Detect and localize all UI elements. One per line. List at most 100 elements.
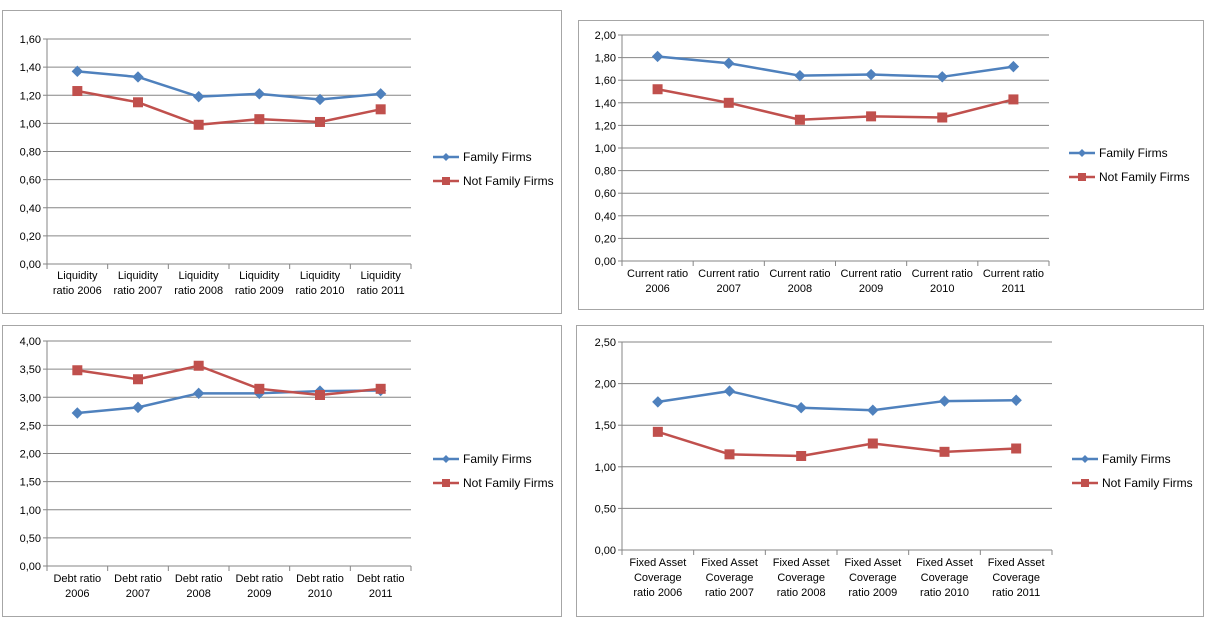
not-family-firms-line	[77, 89, 381, 127]
family-firms-point	[652, 396, 664, 408]
legend-family-firms-label: Family Firms	[463, 452, 532, 466]
not-family-firms-point	[652, 84, 663, 95]
y-tick-label: 1,00	[595, 143, 616, 155]
family-firms-point	[253, 88, 266, 100]
x-tick-label: Fixed Asset Coverage ratio 2010	[916, 557, 973, 599]
legend-not-family-firms-label: Not Family Firms	[1099, 170, 1190, 184]
x-tick-label: Liquidity ratio 2007	[114, 270, 163, 297]
x-tick-label: Liquidity ratio 2006	[53, 270, 102, 297]
x-tick-label: Debt ratio 2010	[296, 573, 344, 600]
family-firms-point	[651, 50, 664, 63]
x-tick-label: Fixed Asset Coverage ratio 2009	[844, 557, 901, 599]
not-family-firms-point	[939, 446, 950, 457]
y-tick-label: 1,20	[20, 90, 41, 102]
y-tick-label: 3,50	[20, 364, 41, 376]
legend-family-firms-marker	[442, 153, 450, 161]
liquidity-ratio-chart: 0,00 0,20 0,40 0,60 0,80 1,00 1,20 1,40 1,60 Liqu…	[2, 10, 562, 314]
legend-not-family-firms-marker	[1078, 173, 1086, 181]
x-tick-label: Current ratio 2007	[698, 268, 759, 295]
x-tick-label: Fixed Asset Coverage ratio 2011	[988, 557, 1045, 599]
debt-ratio-chart-svg: 0,00 0,50 1,00 1,50 2,00 2,50 3,00 3,50 4,00 Debt…	[20, 336, 554, 600]
y-tick-label: 1,60	[595, 75, 616, 87]
current-ratio-chart-svg: 0,00 0,20 0,40 0,60 0,80 1,00 1,20 1,40 1,60 1,80…	[595, 30, 1190, 295]
y-tick-label: 1,50	[20, 477, 41, 489]
not-family-firms-point	[375, 383, 386, 394]
y-tick-label: 1,60	[20, 34, 41, 46]
not-family-firms-point	[1008, 94, 1019, 105]
family-firms-point	[314, 93, 326, 106]
not-family-firms-point	[375, 104, 386, 115]
fixed-asset-coverage-chart: 0,00 0,50 1,00 1,50 2,00 2,50 Fixed Asset Cover…	[576, 325, 1204, 617]
y-tick-label: 0,00	[595, 256, 616, 268]
y-tick-label: 2,50	[595, 337, 616, 349]
not-family-firms-line	[77, 364, 381, 397]
not-family-firms-point	[723, 97, 734, 108]
not-family-firms-point	[254, 383, 265, 394]
y-tick-label: 2,00	[20, 449, 41, 461]
legend-not-family-firms-label: Not Family Firms	[463, 476, 554, 490]
not-family-firms-line	[657, 430, 1017, 458]
y-tick-label: 1,50	[595, 420, 616, 432]
x-tick-label: Fixed Asset Coverage ratio 2007	[701, 557, 758, 599]
not-family-firms-point	[866, 111, 877, 122]
family-firms-line	[77, 70, 381, 101]
y-tick-label: 0,50	[595, 503, 616, 515]
x-tick-label: Debt ratio 2007	[114, 573, 162, 600]
x-tick-label: Debt ratio 2011	[357, 573, 405, 600]
legend-family-firms-label: Family Firms	[463, 150, 532, 164]
not-family-firms-point	[652, 426, 663, 437]
legend-not-family-firms-marker	[442, 479, 450, 487]
not-family-firms-point	[937, 112, 948, 123]
family-firms-point	[132, 401, 144, 414]
family-firms-point	[374, 88, 387, 100]
current-ratio-chart: 0,00 0,20 0,40 0,60 0,80 1,00 1,20 1,40 1,60 1,80…	[578, 20, 1204, 310]
y-tick-label: 2,00	[595, 379, 616, 391]
y-tick-label: 0,00	[20, 259, 41, 271]
not-family-firms-point	[133, 97, 143, 108]
y-tick-label: 0,60	[20, 175, 41, 187]
y-tick-label: 1,20	[595, 120, 616, 132]
legend-family-firms-marker	[1078, 149, 1086, 157]
not-family-firms-point	[794, 114, 805, 125]
y-tick-label: 1,00	[20, 118, 41, 130]
x-tick-label: Liquidity ratio 2008	[174, 270, 223, 297]
family-firms-line	[77, 389, 381, 415]
y-tick-label: 4,00	[20, 336, 41, 348]
fixed-asset-coverage-chart-svg: 0,00 0,50 1,00 1,50 2,00 2,50 Fixed Asset Cover…	[595, 337, 1193, 599]
x-tick-label: Current ratio 2008	[769, 268, 830, 295]
family-firms-point	[1007, 60, 1020, 73]
y-tick-label: 1,80	[595, 53, 616, 65]
not-family-firms-point	[796, 450, 807, 461]
debt-ratio-chart: 0,00 0,50 1,00 1,50 2,00 2,50 3,00 3,50 4,00 Debt…	[2, 325, 562, 617]
family-firms-line	[657, 389, 1017, 412]
not-family-firms-point	[72, 365, 83, 376]
y-tick-label: 0,00	[595, 545, 616, 557]
family-firms-point	[867, 404, 879, 416]
x-tick-label: Liquidity ratio 2010	[296, 270, 345, 297]
not-family-firms-point	[867, 438, 878, 449]
y-tick-label: 0,40	[595, 211, 616, 223]
x-tick-label: Fixed Asset Coverage ratio 2008	[773, 557, 830, 599]
family-firms-point	[132, 71, 144, 83]
legend-not-family-firms-label: Not Family Firms	[1102, 476, 1193, 490]
legend-family-firms-label: Family Firms	[1099, 146, 1168, 160]
family-firms-point	[192, 90, 205, 103]
family-firms-point	[71, 65, 84, 78]
not-family-firms-point	[315, 390, 325, 400]
not-family-firms-point	[133, 374, 143, 385]
family-firms-point	[865, 68, 877, 81]
y-tick-label: 0,00	[20, 561, 41, 573]
not-family-firms-point	[193, 360, 204, 371]
not-family-firms-point	[193, 119, 204, 130]
x-tick-label: Current ratio 2010	[912, 268, 973, 295]
not-family-firms-point	[72, 86, 83, 97]
x-tick-label: Current ratio 2011	[983, 268, 1044, 295]
legend-not-family-firms-marker	[442, 177, 450, 185]
not-family-firms-line	[657, 88, 1014, 121]
x-tick-label: Liquidity ratio 2009	[235, 270, 284, 297]
y-tick-label: 2,50	[20, 420, 41, 432]
family-firms-point	[71, 407, 84, 419]
family-firms-line	[657, 55, 1014, 79]
family-firms-point	[723, 57, 735, 69]
y-tick-label: 1,40	[20, 62, 41, 74]
